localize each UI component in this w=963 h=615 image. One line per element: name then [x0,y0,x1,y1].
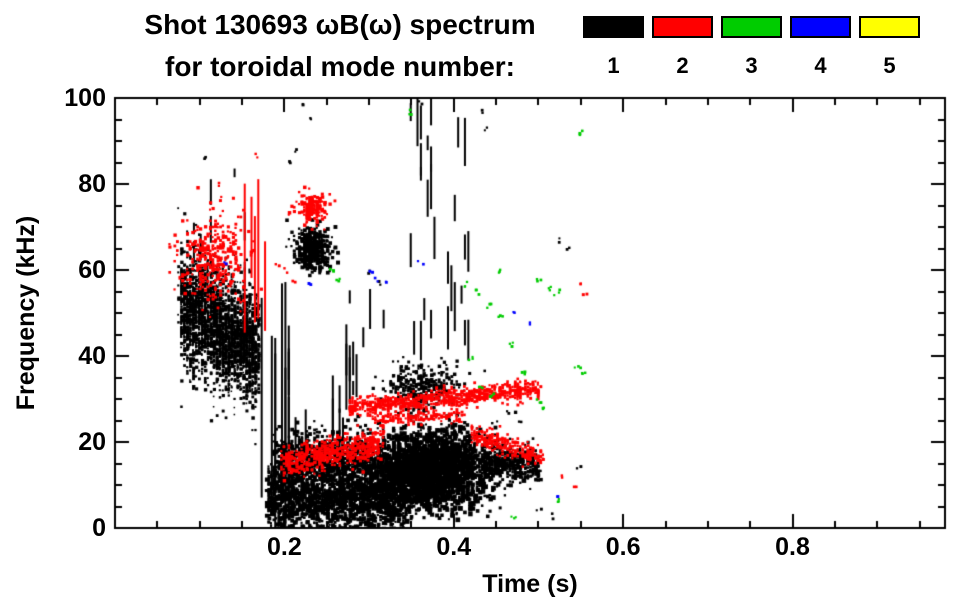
legend-swatch-3 [721,16,782,38]
chart-title-line-2: for toroidal mode number: [165,51,515,82]
x-tick-label-0.4: 0.4 [436,533,472,561]
x-axis-title: Time (s) [482,570,578,598]
legend-entry-4: 4 [790,16,851,78]
x-tick-label-0.8: 0.8 [775,533,810,561]
chart-title-line-1: Shot 130693 ωB(ω) spectrum [144,9,536,40]
legend-entry-5: 5 [859,16,920,78]
y-tick-label-100: 100 [64,84,106,112]
y-tick-label-40: 40 [78,342,106,370]
legend-swatch-1 [583,16,644,38]
y-axis-title: Frequency (kHz) [12,215,40,411]
legend-label-2: 2 [676,53,689,78]
legend-entry-3: 3 [721,16,782,78]
legend-label-1: 1 [607,53,620,78]
legend-entry-1: 1 [583,16,644,78]
x-tick-label-0.2: 0.2 [266,533,302,561]
legend-swatch-2 [652,16,713,38]
legend-label-3: 3 [745,53,758,78]
x-tick-label-0.6: 0.6 [605,533,641,561]
y-tick-label-80: 80 [78,170,106,198]
y-tick-label-0: 0 [92,514,106,542]
legend-swatch-5 [859,16,920,38]
y-tick-label-60: 60 [78,256,106,284]
legend-label-5: 5 [883,53,896,78]
legend-label-4: 4 [814,53,827,78]
legend-swatch-4 [790,16,851,38]
legend-entry-2: 2 [652,16,713,78]
y-tick-label-20: 20 [78,428,106,456]
mode-number-legend: 1 2 3 4 5 [583,16,920,78]
